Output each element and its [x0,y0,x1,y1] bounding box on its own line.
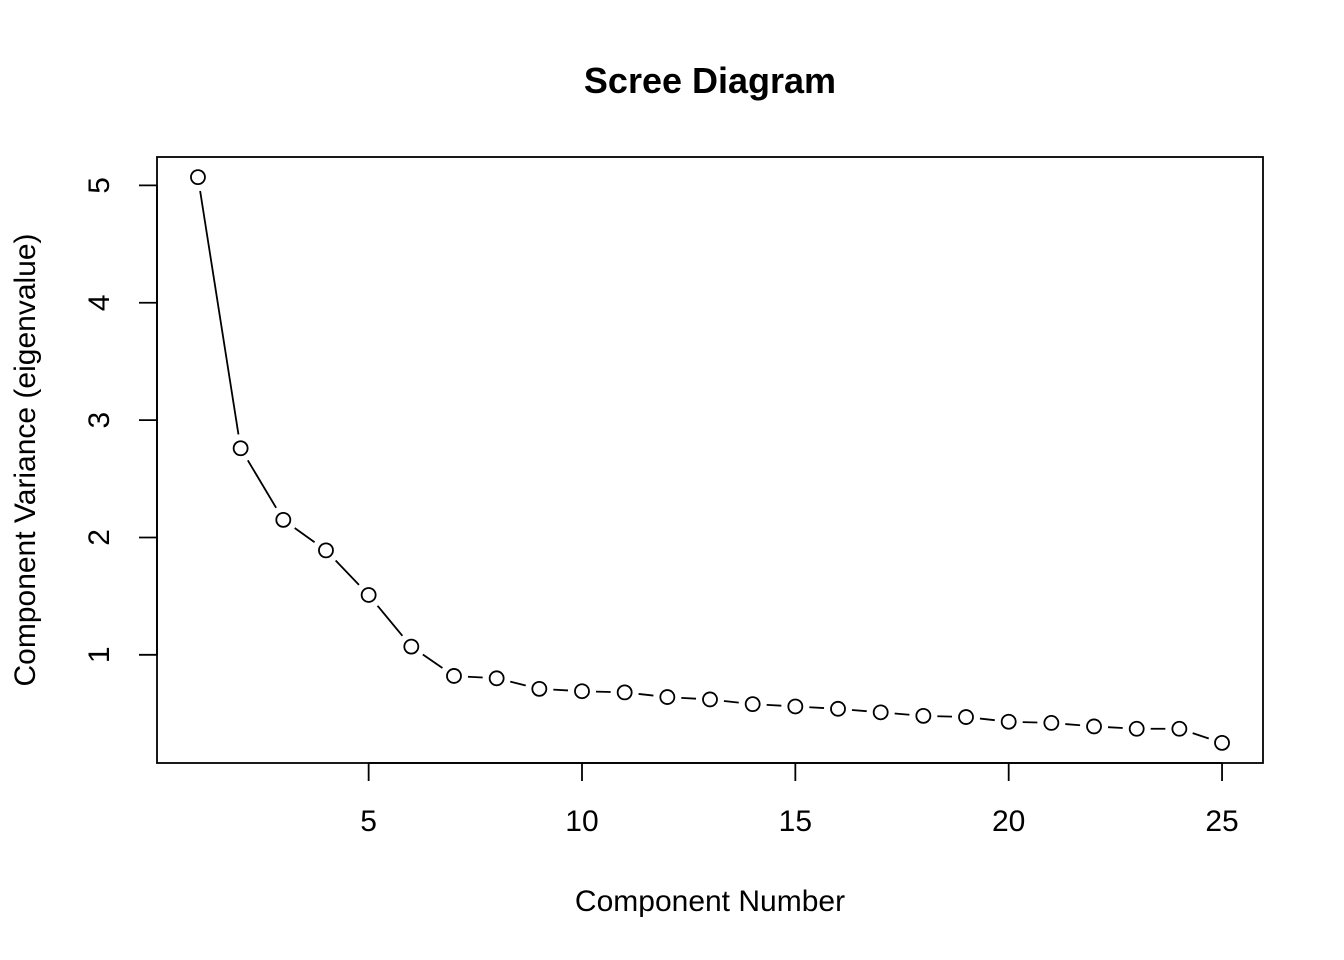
series-points [190,169,1230,751]
series-segment [376,605,404,637]
series-segment [723,700,739,704]
data-point [574,683,590,700]
data-point [1086,718,1102,735]
data-point [275,511,292,528]
y-axis: 1 2 3 4 5 [83,177,158,663]
series-segment [1192,732,1210,740]
x-tick-label: 25 [1205,805,1238,838]
x-tick-label: 5 [360,805,377,838]
series-segment [199,190,240,435]
series-segment [766,703,782,707]
series-segment [247,459,277,509]
data-point [1000,713,1017,730]
x-tick-label: 15 [779,805,812,838]
series-segment [638,693,654,697]
x-axis: 5 10 15 20 25 [360,762,1239,838]
plot-frame [156,156,1264,764]
y-axis-label: Component Variance (eigenvalue) [9,233,42,686]
x-tick-label: 20 [992,805,1025,838]
data-point [1214,734,1230,751]
series-segment [467,675,483,679]
series-segment [510,680,526,687]
series-segment [1065,723,1081,727]
data-point [872,704,889,721]
y-tick-label: 3 [83,412,116,429]
y-tick-label: 1 [83,646,116,663]
data-point [360,587,377,603]
series-line [199,190,1210,740]
y-tick-label: 5 [83,177,116,194]
data-point [787,698,804,715]
x-tick-label: 10 [565,805,598,838]
data-point [1043,715,1060,731]
y-tick-label: 4 [83,294,116,311]
data-point [616,684,633,701]
series-segment [1107,726,1123,729]
series-segment [335,559,360,586]
data-point [958,709,974,725]
data-point [403,638,420,655]
series-segment [979,717,995,722]
series-segment [553,688,569,692]
data-point [744,696,761,713]
data-point [446,668,462,684]
data-point [830,700,846,717]
data-point [190,169,206,186]
series-segment [851,709,867,713]
data-point [702,691,718,708]
data-point [232,440,249,457]
series-segment [294,527,316,543]
series-segment [422,653,443,669]
y-tick-label: 2 [83,529,116,546]
data-point [488,670,505,687]
series-segment [894,712,910,716]
data-point [531,680,548,697]
data-point [659,689,676,705]
series-segment [681,696,697,700]
x-axis-label: Component Number [575,885,845,918]
data-point [915,707,932,724]
data-point [1128,720,1145,737]
chart-title: Scree Diagram [584,60,836,101]
data-point [318,542,334,559]
data-point [1171,720,1188,737]
series-segment [809,706,825,709]
